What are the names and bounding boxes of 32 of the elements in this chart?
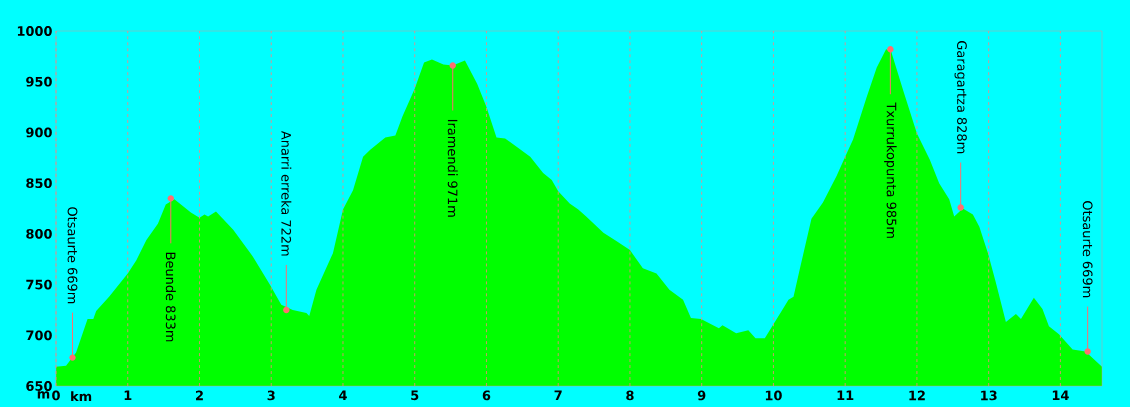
x-tick-label: 6 (482, 390, 491, 401)
x-tick-label: 12 (909, 390, 925, 401)
annotation: Iramendi 971m (447, 119, 458, 217)
annotation: Anarri erreka 722m (281, 130, 292, 256)
x-tick-label: 13 (981, 390, 997, 401)
y-tick-label: 850 (26, 178, 52, 189)
x-tick-label: 10 (765, 390, 782, 401)
y-tick-label: 650 (26, 381, 52, 391)
annotation: Otsaurte 669m (67, 207, 78, 304)
annotation: Otsaurte 669m (1082, 201, 1093, 298)
y-tick-label: 900 (26, 127, 52, 138)
y-tick-label: 700 (26, 330, 52, 341)
x-tick-label: 11 (837, 390, 854, 400)
annotation: Garagartza 828m (954, 41, 967, 154)
x-tick-label: 8 (626, 390, 634, 401)
x-tick-label: 7 (554, 390, 562, 400)
x-tick-label: 14 (1052, 390, 1069, 400)
x-tick-label: 0 (52, 390, 60, 401)
y-tick-label: 800 (26, 228, 52, 239)
x-tick-label: 4 (339, 390, 347, 400)
annotation: Txurrukopunta 985m (884, 102, 897, 238)
x-tick-label: 9 (697, 390, 706, 401)
y-tick-label: 1000 (17, 26, 52, 36)
y-axis-title: m (37, 391, 50, 399)
annotation: Beunde 833m (165, 252, 176, 342)
x-tick-label: 2 (196, 390, 203, 401)
x-axis-title: km (71, 391, 92, 402)
x-tick-label: 3 (267, 390, 275, 401)
x-tick-label: 5 (411, 390, 419, 401)
y-tick-label: 950 (26, 76, 52, 87)
x-tick-label: 1 (124, 390, 132, 400)
y-tick-label: 750 (26, 279, 52, 290)
